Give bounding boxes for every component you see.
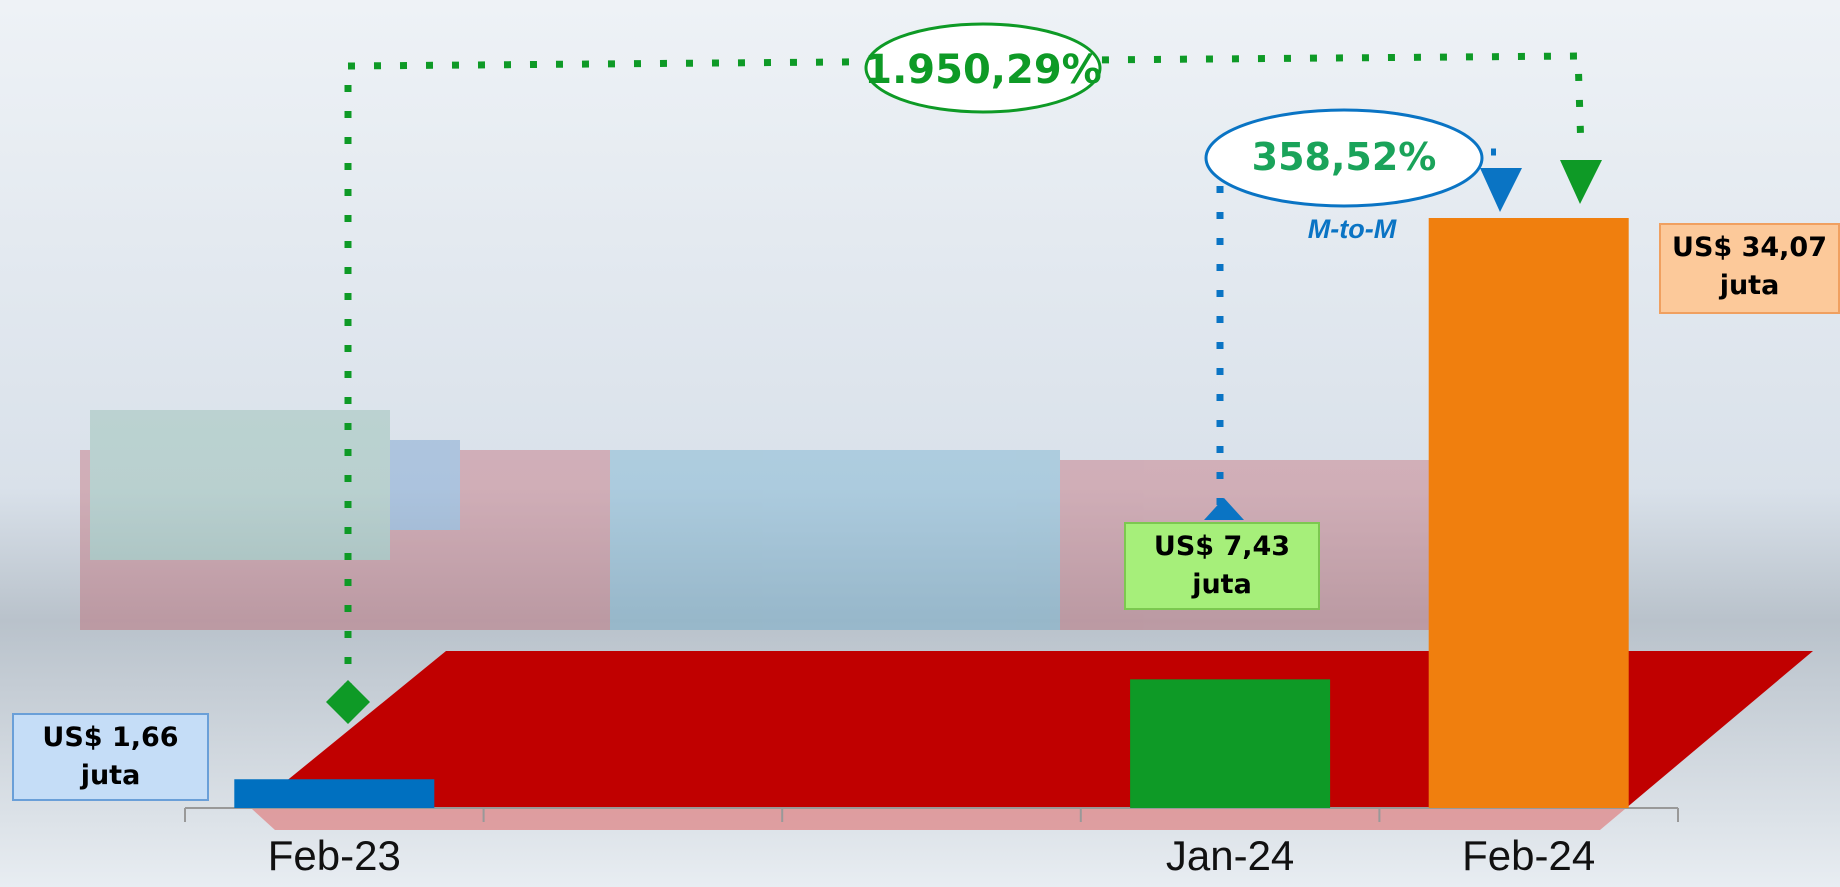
x-tick-label: Feb-24 (1462, 832, 1595, 879)
value-label: US$ 7,43 juta (1124, 522, 1320, 610)
bar (1429, 218, 1629, 808)
chart: 1.950,29% 358,52% M-to-M Feb-23 Jan-24 Feb… (0, 0, 1840, 887)
bar (234, 779, 434, 808)
mtm-note: M-to-M (1308, 214, 1397, 244)
hull-shadow (252, 809, 1625, 830)
x-tick-label: Feb-23 (268, 832, 401, 879)
bar (1130, 679, 1330, 808)
yoy-change: 1.950,29% (864, 47, 1101, 93)
x-tick-label: Jan-24 (1166, 832, 1294, 879)
value-label: US$ 1,66 juta (12, 713, 209, 801)
chart-page: 1.950,29% 358,52% M-to-M Feb-23 Jan-24 Feb… (0, 0, 1840, 887)
value-label: US$ 34,07 juta (1659, 223, 1840, 314)
mtm-change: 358,52% (1252, 135, 1437, 179)
